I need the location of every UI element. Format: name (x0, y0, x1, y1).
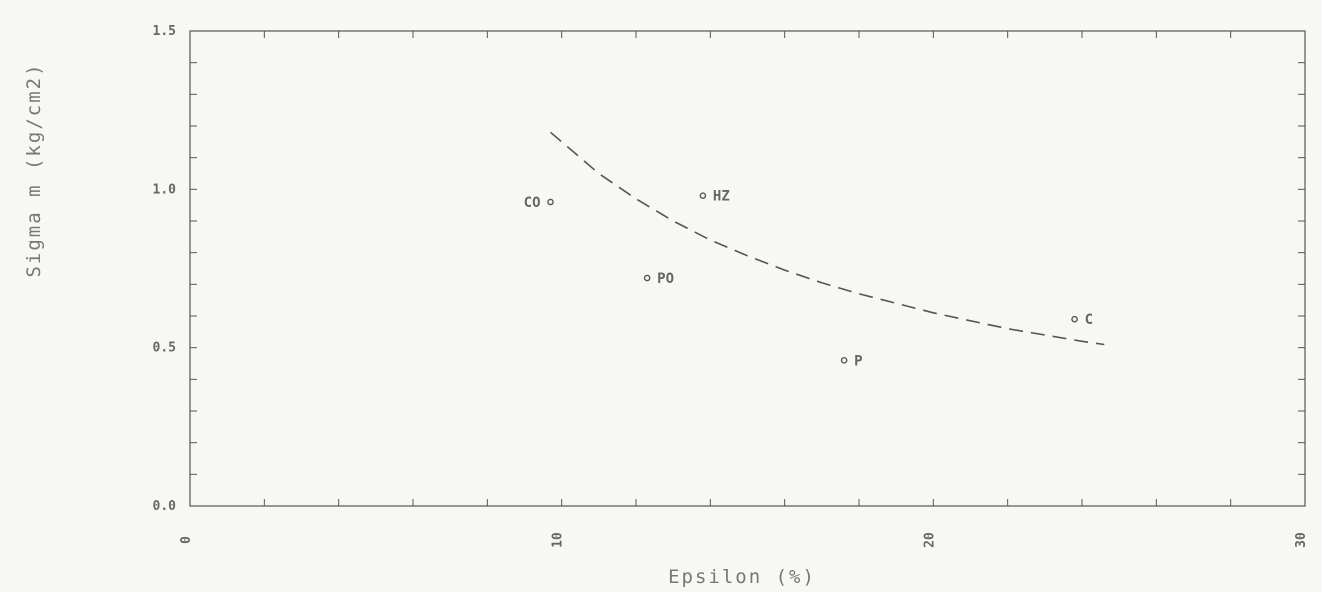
point-label: CO (524, 195, 541, 211)
point-marker (547, 198, 554, 206)
data-point: P (840, 353, 863, 369)
y-tick-label: 1.5 (153, 24, 176, 39)
x-axis-label: Epsilon (%) (668, 566, 816, 588)
y-tick-label: 0.0 (153, 499, 177, 514)
data-point: C (1071, 312, 1093, 328)
y-tick-label: 1.0 (153, 182, 177, 197)
point-label: P (854, 353, 862, 369)
point-marker (1071, 315, 1078, 323)
x-axis: 0 10 20 30 (179, 31, 1309, 548)
trend-curve-line (549, 131, 1105, 346)
point-label: C (1085, 312, 1093, 328)
plot-frame (189, 30, 1306, 507)
x-tick-label: 0 (179, 536, 194, 544)
data-point: PO (643, 271, 674, 287)
point-label: PO (657, 271, 674, 287)
plot-area (189, 30, 1306, 507)
x-tick-label: 20 (922, 532, 937, 548)
x-tick-label: 30 (1294, 532, 1309, 548)
point-marker (643, 274, 651, 282)
data-point: CO (524, 195, 554, 211)
point-marker (699, 192, 707, 199)
data-point: HZ (699, 189, 730, 205)
x-tick-label: 10 (551, 532, 566, 548)
y-tick-label: 0.5 (153, 341, 176, 356)
point-marker (840, 357, 848, 364)
y-axis: 0.0 0.5 1.0 1.5 (153, 24, 1305, 514)
point-label: HZ (713, 189, 730, 205)
data-points: CO HZ PO P C (524, 189, 1093, 370)
trend-curve (549, 131, 1105, 346)
y-axis-label: Sigma m (kg/cm2) (23, 62, 45, 277)
